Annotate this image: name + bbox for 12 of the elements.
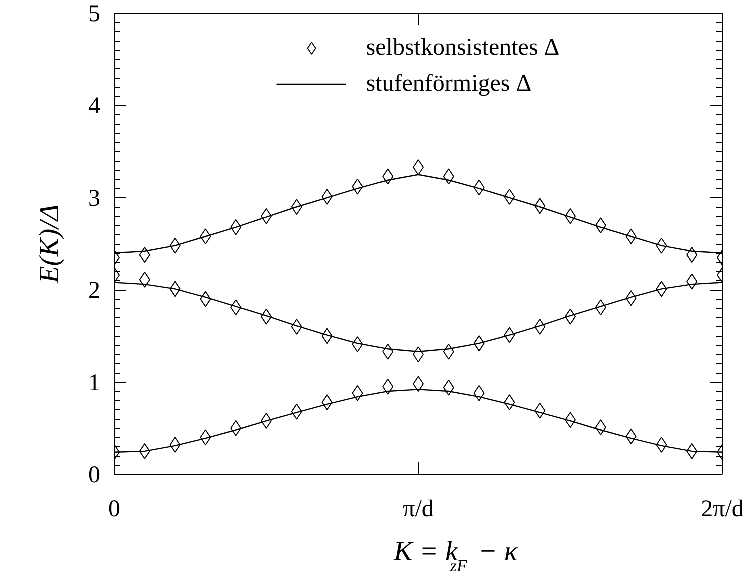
y-tick-label: 1 (88, 370, 100, 396)
x-tick-label: 0 (108, 496, 120, 522)
legend-label: stufenförmiges Δ (366, 70, 532, 98)
y-tick-label: 2 (88, 278, 100, 304)
legend-label: selbstkonsistentes Δ (366, 34, 560, 62)
y-tick-label: 3 (88, 186, 100, 212)
x-tick-label: 2π/d (701, 496, 744, 522)
x-tick-label: π/d (403, 496, 434, 522)
y-tick-label: 4 (88, 94, 100, 120)
y-tick-label: 0 (88, 462, 100, 488)
y-tick-label: 5 (88, 2, 100, 28)
y-axis-title: E(K)/Δ (34, 204, 66, 284)
